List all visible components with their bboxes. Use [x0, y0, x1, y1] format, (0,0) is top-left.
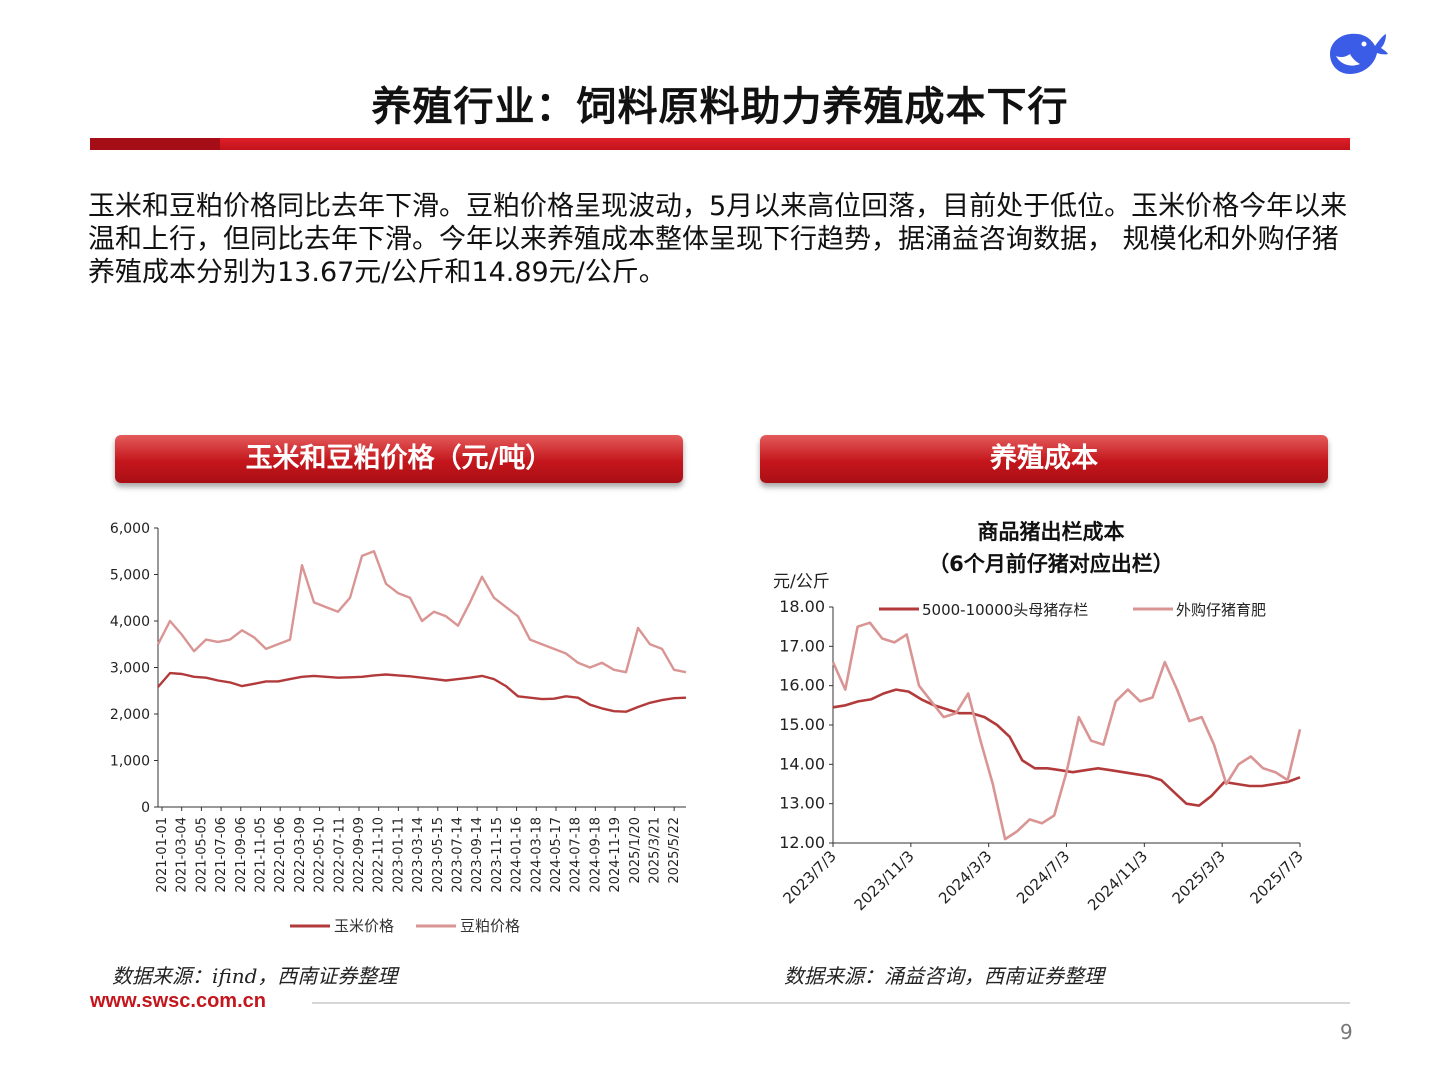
x-tick-label: 2023-03-14	[411, 817, 426, 893]
series-line-2	[156, 550, 687, 674]
y-tick-label: 6,000	[110, 521, 150, 537]
x-tick-label: 2022-01-06	[273, 817, 288, 893]
x-tick-label: 2024-01-16	[510, 817, 525, 893]
page-title: 养殖行业：饲料原料助力养殖成本下行	[371, 84, 1069, 130]
website-link[interactable]: www.swsc.com.cn	[90, 990, 266, 1012]
x-tick-label: 2024/11/3	[1084, 847, 1151, 914]
chart-subtitle: （6个月前仔猪对应出栏）	[928, 552, 1174, 576]
x-tick-label: 2024-03-18	[529, 817, 544, 893]
x-tick-label: 2025/1/20	[628, 817, 643, 884]
whale-logo-icon	[1330, 33, 1388, 74]
page-number: 9	[1340, 1020, 1353, 1044]
x-tick-label: 2023/11/3	[851, 847, 918, 914]
x-tick-label: 2022-03-09	[293, 817, 308, 893]
x-tick-label: 2023-07-14	[450, 817, 465, 893]
x-tick-label: 2025/5/22	[667, 817, 682, 884]
x-tick-label: 2025/3/3	[1169, 847, 1229, 907]
x-tick-label: 2023/7/3	[779, 847, 839, 907]
series-line-1	[832, 688, 1301, 807]
y-tick-label: 5,000	[110, 568, 150, 584]
y-tick-label: 13.00	[779, 794, 825, 813]
x-tick-label: 2024-05-17	[549, 817, 564, 893]
y-tick-label: 1,000	[110, 754, 150, 770]
y-tick-label: 17.00	[779, 636, 825, 655]
x-tick-label: 2022-11-10	[372, 817, 387, 893]
x-tick-label: 2021-11-05	[253, 817, 268, 893]
x-tick-label: 2024-07-18	[569, 817, 584, 893]
x-tick-label: 2024-09-18	[588, 817, 603, 893]
right-panel-header: 养殖成本	[760, 435, 1328, 483]
x-tick-label: 2021-03-04	[175, 817, 190, 893]
x-tick-label: 2024/3/3	[935, 847, 995, 907]
x-tick-label: 2024-11-19	[608, 817, 623, 893]
left-data-source: 数据来源：ifind，西南证券整理	[112, 964, 398, 988]
series-line-1	[157, 671, 687, 713]
x-tick-label: 2023-01-11	[391, 817, 406, 893]
title-underline	[90, 138, 1350, 150]
legend-label-2: 豆粕价格	[460, 917, 520, 935]
footer-divider	[312, 1002, 1350, 1004]
y-tick-label: 3,000	[110, 661, 150, 677]
legend-label-2: 外购仔猪育肥	[1176, 601, 1266, 619]
hog-cost-chart: 商品猪出栏成本 （6个月前仔猪对应出栏） 元/公斤 12.00 13.00 14.00 15…	[773, 520, 1307, 914]
legend-label-1: 玉米价格	[334, 917, 394, 935]
x-tick-label: 2025/7/3	[1246, 847, 1306, 907]
left-panel-header: 玉米和豆粕价格（元/吨）	[115, 435, 683, 483]
corn-soymeal-price-chart: 0 1,000 2,000 3,000 4,000 5,000 6,000 2021-01-0…	[110, 521, 687, 935]
x-tick-label: 2024/7/3	[1013, 847, 1073, 907]
y-tick-label: 0	[141, 800, 150, 816]
y-tick-label: 14.00	[779, 754, 825, 773]
x-tick-label: 2022-09-09	[352, 817, 367, 893]
y-tick-label: 4,000	[110, 614, 150, 630]
y-tick-label: 2,000	[110, 707, 150, 723]
intro-paragraph: 玉米和豆粕价格同比去年下滑。豆粕价格呈现波动，5月以来高位回落，目前处于低位。玉…	[88, 191, 1348, 288]
series-line-2	[831, 621, 1302, 841]
x-tick-label: 2021-07-06	[214, 817, 229, 893]
x-tick-label: 2022-07-11	[332, 817, 347, 893]
y-tick-label: 18.00	[779, 597, 825, 616]
x-tick-label: 2023-09-14	[470, 817, 485, 893]
y-tick-label: 12.00	[779, 833, 825, 852]
y-tick-label: 15.00	[779, 715, 825, 734]
x-tick-label: 2021-09-06	[234, 817, 249, 893]
right-data-source: 数据来源：涌益咨询，西南证券整理	[784, 964, 1104, 988]
x-tick-label: 2021-05-05	[194, 817, 209, 893]
x-tick-label: 2025/3/21	[647, 817, 662, 884]
chart-title: 商品猪出栏成本	[978, 520, 1125, 544]
y-tick-label: 16.00	[779, 676, 825, 695]
y-axis-unit: 元/公斤	[773, 572, 830, 592]
legend-label-1: 5000-10000头母猪存栏	[922, 601, 1088, 619]
x-tick-label: 2021-01-01	[155, 817, 170, 893]
x-tick-label: 2023-05-15	[431, 817, 446, 893]
x-tick-label: 2022-05-10	[313, 817, 328, 893]
x-tick-label: 2023-11-15	[490, 817, 505, 893]
